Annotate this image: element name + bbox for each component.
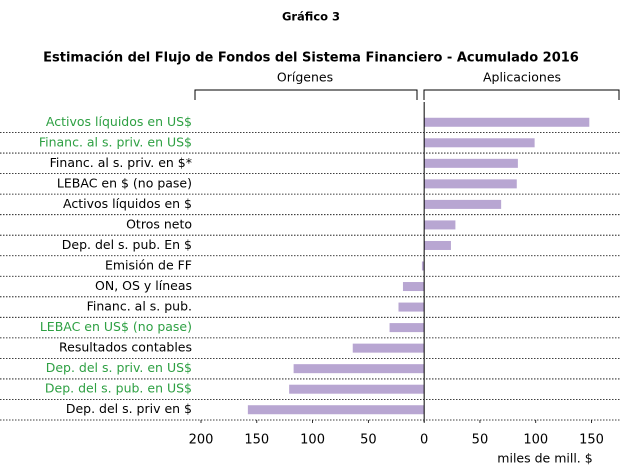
category-label: Financ. al s. priv. en $* xyxy=(50,155,192,170)
group-brace xyxy=(194,89,418,100)
bar xyxy=(402,282,425,292)
bar xyxy=(293,364,425,374)
category-label: Resultados contables xyxy=(59,340,192,355)
group-label: Aplicaciones xyxy=(483,70,561,85)
bar xyxy=(424,220,456,230)
x-tick-label: 150 xyxy=(579,433,604,448)
bar xyxy=(424,179,517,189)
bar xyxy=(424,138,535,148)
category-label: Financ. al s. pub. xyxy=(87,299,192,314)
category-label: LEBAC en $ (no pase) xyxy=(57,175,192,190)
x-tick-label: 200 xyxy=(189,433,214,448)
category-label: Otros neto xyxy=(126,216,192,231)
bar xyxy=(424,158,518,168)
x-tick-label: 100 xyxy=(523,433,548,448)
category-label: Dep. del s. priv en $ xyxy=(66,401,192,416)
category-label: Emisión de FF xyxy=(105,258,192,273)
category-label: Activos líquidos en $ xyxy=(63,196,192,211)
bar xyxy=(247,405,425,415)
x-axis-label: miles de mill. $ xyxy=(497,451,592,466)
category-label: Dep. del s. pub. En $ xyxy=(62,237,192,252)
bar xyxy=(424,240,451,250)
group-brace xyxy=(423,89,620,100)
bar xyxy=(424,199,502,209)
x-tick-label: 150 xyxy=(244,433,269,448)
x-tick-label: 50 xyxy=(360,433,377,448)
category-label: Dep. del s. priv. en US$ xyxy=(46,360,192,375)
bar xyxy=(389,323,425,333)
category-label: ON, OS y líneas xyxy=(95,278,192,293)
category-label: Financ. al s. priv. en US$ xyxy=(39,134,192,149)
bar xyxy=(289,384,425,394)
group-label: Orígenes xyxy=(277,70,333,85)
bar xyxy=(424,117,590,127)
chart-title: Estimación del Flujo de Fondos del Siste… xyxy=(43,51,579,66)
x-tick-label: 50 xyxy=(472,433,489,448)
category-label: LEBAC en US$ (no pase) xyxy=(40,319,192,334)
x-tick-label: 100 xyxy=(300,433,325,448)
bar xyxy=(398,302,425,312)
category-label: Activos líquidos en US$ xyxy=(46,114,192,129)
bar xyxy=(352,343,425,353)
chart-supertitle: Gráfico 3 xyxy=(282,10,340,24)
category-label: Dep. del s. pub. en US$ xyxy=(45,381,192,396)
x-tick-label: 0 xyxy=(420,433,428,448)
bar xyxy=(421,261,425,271)
